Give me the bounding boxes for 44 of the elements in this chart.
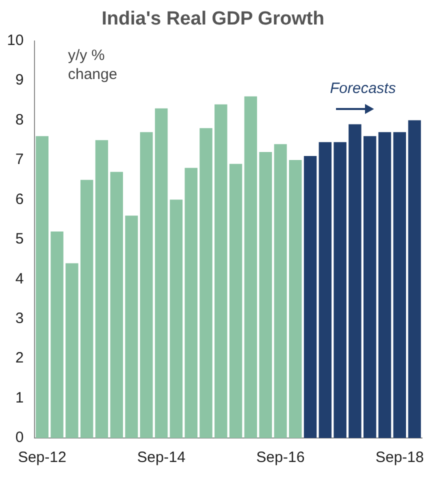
- bar: [170, 200, 183, 438]
- bar: [154, 108, 168, 438]
- bar: [200, 128, 212, 438]
- y-tick-label: 0: [15, 429, 24, 446]
- bar: [348, 124, 362, 438]
- bar: [214, 104, 228, 438]
- x-tick-label: Sep-18: [375, 449, 424, 466]
- bar: [289, 160, 302, 438]
- y-tick-label: 5: [15, 230, 24, 248]
- chart-title: India's Real GDP Growth: [102, 8, 324, 30]
- bar: [408, 120, 421, 438]
- bar: [140, 132, 153, 438]
- annotation: Forecasts: [330, 80, 396, 97]
- y-tick-label: 6: [15, 190, 24, 208]
- y-tick-label: 9: [15, 72, 24, 89]
- bar: [378, 132, 392, 438]
- bar: [393, 132, 406, 438]
- y-tick-label: 7: [15, 151, 24, 168]
- bar: [318, 142, 332, 438]
- x-tick-label: Sep-16: [256, 449, 305, 466]
- bar: [95, 140, 108, 438]
- bar: [125, 216, 138, 438]
- bar: [304, 156, 317, 438]
- y-tick-label: 2: [15, 350, 24, 367]
- bar: [274, 144, 287, 438]
- y-tick-label: 4: [15, 270, 24, 288]
- x-tick-label: Sep-12: [18, 449, 66, 466]
- bar: [50, 231, 64, 438]
- bar: [66, 263, 78, 438]
- bar: [80, 180, 94, 438]
- bar: [229, 164, 242, 438]
- annotation: y/y % change: [68, 46, 118, 84]
- bar: [259, 152, 272, 438]
- x-tick-label: Sep-14: [137, 449, 186, 466]
- y-tick-label: 1: [15, 389, 24, 406]
- y-tick-label: 8: [15, 111, 24, 128]
- bar: [184, 168, 198, 438]
- bar: [36, 136, 48, 438]
- y-tick-label: 3: [15, 310, 24, 327]
- y-tick-label: 10: [6, 32, 24, 49]
- bar: [244, 96, 258, 438]
- bar: [110, 172, 123, 438]
- bar: [334, 142, 346, 438]
- bar: [363, 136, 376, 438]
